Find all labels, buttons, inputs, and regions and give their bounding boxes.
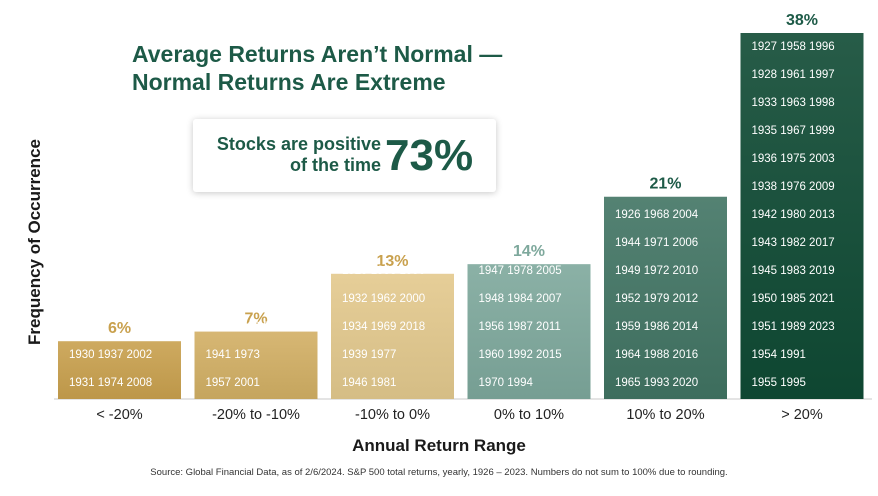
x-tick-label: 0% to 10%	[494, 407, 564, 423]
bar-years: 1939 1977	[342, 349, 396, 361]
title-line-2: Normal Returns Are Extreme	[132, 69, 446, 95]
bar-years: 1935 1967 1999	[752, 125, 835, 137]
chart-title: Average Returns Aren’t Normal — Normal R…	[132, 40, 652, 96]
x-tick-label: > 20%	[781, 407, 823, 423]
bar-years: 1941 1973	[206, 349, 260, 361]
bar-years: 1933 1963 1998	[752, 97, 835, 109]
bar-years: 1934 1969 2018	[342, 321, 425, 333]
x-tick-label: < -20%	[96, 407, 142, 423]
bar-years: 1927 1958 1996	[752, 41, 835, 53]
bar-years: 1948 1984 2007	[479, 293, 562, 305]
bar-years: 1959 1986 2014	[615, 321, 699, 333]
bar-years: 1957 2001	[206, 377, 260, 389]
bar-value-label: 14%	[513, 243, 545, 260]
bar-value-label: 38%	[786, 12, 818, 29]
bar-years: 1930 1937 2002	[69, 349, 152, 361]
bar-years: 1943 1982 2017	[752, 237, 835, 249]
bar-years: 1938 1976 2009	[752, 181, 835, 193]
bar-1	[194, 331, 318, 399]
bar-years: 1932 1962 2000	[342, 293, 425, 305]
bar-4	[604, 196, 727, 399]
bar-years: 1960 1992 2015	[479, 349, 562, 361]
bar-years: 1940 1966 2022	[206, 321, 289, 333]
callout-text: Stocks are positive of the time	[193, 134, 381, 176]
source-note: Source: Global Financial Data, as of 2/6…	[150, 467, 728, 478]
x-tick-label: -10% to 0%	[355, 407, 430, 423]
bar-3	[467, 264, 591, 399]
bar-years: 1949 1972 2010	[615, 265, 698, 277]
bar-value-label: 7%	[244, 311, 267, 328]
bar-0	[58, 341, 181, 399]
callout-line-1: Stocks are positive	[216, 134, 381, 154]
bar-years: 1926 1968 2004	[615, 209, 699, 221]
bar-value-label: 13%	[376, 253, 408, 270]
bar-years: 1951 1989 2023	[752, 321, 835, 333]
bar-years: 1950 1985 2021	[752, 293, 835, 305]
bar-years: 1955 1995	[752, 377, 806, 389]
bar-value-label: 21%	[649, 176, 681, 193]
bar-years: 1942 1980 2013	[752, 209, 835, 221]
bar-2	[331, 273, 454, 399]
x-tick-label: -20% to -10%	[212, 407, 300, 423]
positive-callout-box: Stocks are positive of the time 73%	[193, 119, 496, 192]
bar-years: 1946 1981	[342, 377, 396, 389]
bar-years: 1970 1994	[479, 377, 534, 389]
bar-years: 1952 1979 2012	[615, 293, 698, 305]
bar-years: 1947 1978 2005	[479, 265, 562, 277]
title-line-1: Average Returns Aren’t Normal —	[132, 41, 503, 67]
bar-years: 1965 1993 2020	[615, 377, 698, 389]
bar-years: 1945 1983 2019	[752, 265, 835, 277]
bar-years: 1936 1975 2003	[752, 153, 835, 165]
bar-years: 1944 1971 2006	[615, 237, 698, 249]
bar-years: 1928 1961 1997	[752, 69, 835, 81]
bar-years: 1956 1987 2011	[479, 321, 561, 333]
bar-value-label: 6%	[108, 320, 131, 337]
bar-years: 1964 1988 2016	[615, 349, 698, 361]
callout-line-2: of the time	[289, 155, 381, 175]
bar-5	[740, 33, 864, 399]
x-tick-label: 10% to 20%	[626, 407, 704, 423]
bar-years: 1931 1974 2008	[69, 377, 152, 389]
x-axis-label: Annual Return Range	[352, 436, 526, 455]
callout-value: 73%	[385, 131, 474, 180]
bar-years: 1954 1991	[752, 349, 806, 361]
bar-years: 1929 1953 1990	[342, 265, 425, 277]
